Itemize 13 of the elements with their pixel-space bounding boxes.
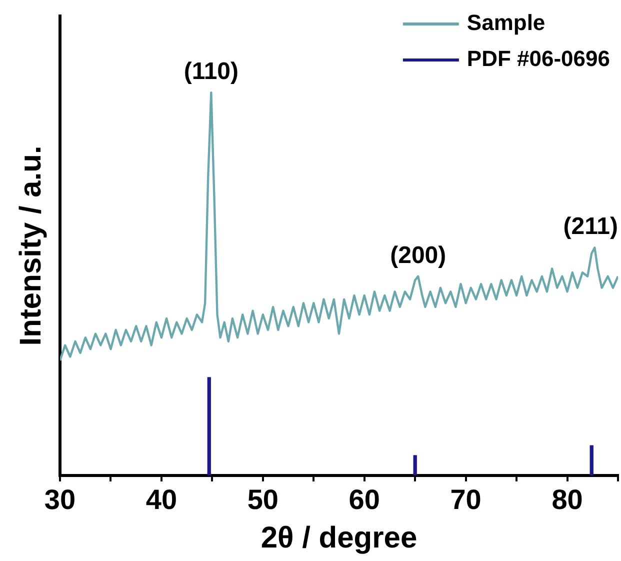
legend-label: PDF #06-0696 [466, 46, 610, 72]
legend-label: Sample [466, 10, 546, 36]
x-tick-label: 70 [450, 484, 482, 515]
x-tick-label: 40 [146, 484, 178, 515]
annotation: (211) [563, 213, 618, 240]
x-tick-label: 30 [44, 484, 76, 515]
annotation: (110) [184, 58, 239, 86]
annotation: (200) [390, 242, 446, 269]
x-tick-label: 60 [348, 484, 380, 515]
y-axis-title: Intensity / a.u. [14, 146, 48, 346]
x-tick-label: 80 [552, 484, 583, 515]
x-tick-label: 50 [247, 484, 278, 515]
x-axis-title: 2θ / degree [260, 521, 418, 554]
